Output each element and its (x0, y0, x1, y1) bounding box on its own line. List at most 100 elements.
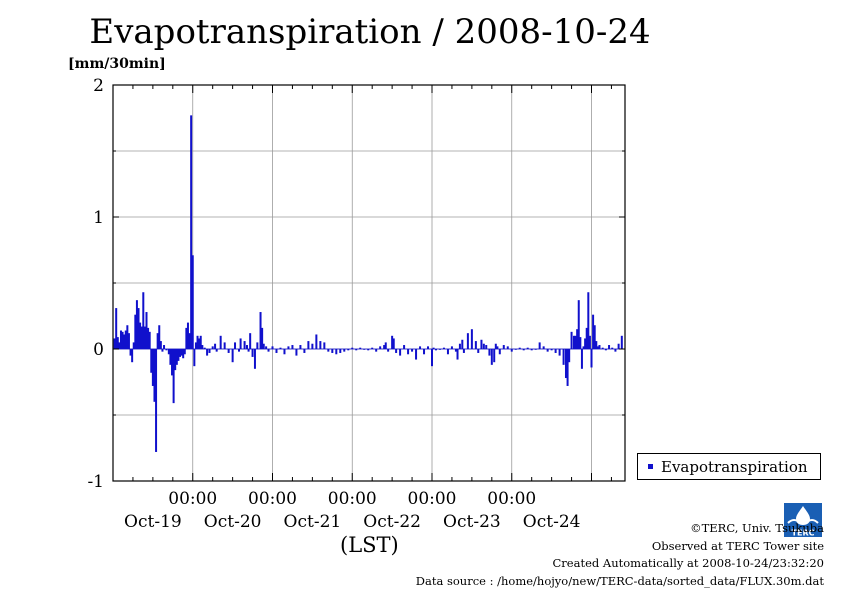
data-bar (161, 349, 164, 352)
data-bar (554, 349, 557, 353)
data-bar (115, 308, 118, 349)
data-bar (496, 346, 499, 349)
data-bar (558, 349, 561, 356)
data-bar (116, 337, 119, 349)
data-bar (598, 345, 601, 349)
data-bar (355, 349, 358, 351)
data-bar (415, 349, 418, 360)
data-bar (450, 346, 453, 349)
data-bar (482, 343, 485, 349)
created-text: Created Automatically at 2008-10-24/23:3… (552, 556, 825, 570)
data-bar (590, 349, 593, 368)
data-bar (245, 345, 248, 349)
data-bar (113, 338, 116, 349)
data-bar (169, 349, 172, 365)
data-bar (165, 349, 168, 351)
data-bar (474, 341, 477, 349)
y-tick-label: 2 (93, 76, 104, 96)
x-axis-label: (LST) (340, 533, 399, 557)
data-bar (215, 349, 218, 352)
data-bar (442, 347, 445, 349)
data-bar (208, 349, 211, 353)
data-bar (167, 349, 170, 355)
data-bar (572, 335, 575, 349)
y-tick-label: 1 (93, 208, 104, 228)
data-bar (175, 349, 178, 365)
data-bar (129, 349, 132, 356)
copyright-text: ©TERC, Univ. Tsukuba (690, 521, 824, 535)
data-bar (510, 349, 513, 352)
data-bar (259, 312, 262, 349)
data-bar (261, 327, 264, 349)
legend-label: Evapotranspiration (661, 457, 808, 476)
data-bar (251, 349, 254, 357)
chart-title: Evapotranspiration / 2008-10-24 (89, 12, 651, 52)
data-bar (319, 341, 322, 349)
data-bar (331, 349, 334, 353)
data-bar (291, 345, 294, 349)
data-bar (163, 345, 166, 349)
data-bar (323, 342, 326, 349)
data-bar (190, 115, 193, 349)
data-bar (423, 349, 426, 355)
data-bar (271, 346, 274, 349)
data-bar (570, 331, 573, 349)
data-bar (253, 349, 256, 369)
data-bar (283, 349, 286, 355)
data-bar (159, 341, 162, 349)
data-bar (564, 349, 567, 379)
data-bar (375, 349, 378, 352)
data-bar (566, 349, 569, 386)
data-bar (178, 349, 181, 357)
data-bar (477, 349, 480, 353)
data-bar (458, 343, 461, 349)
data-bar (427, 346, 430, 349)
data-bar (201, 345, 204, 349)
data-bar (446, 349, 449, 355)
data-bar (579, 337, 582, 349)
data-bar (196, 335, 199, 349)
data-bar (392, 338, 395, 349)
data-bar (219, 335, 222, 349)
data-bar (383, 345, 386, 349)
data-bar (530, 349, 533, 351)
data-bar (188, 333, 191, 349)
data-bar (171, 349, 174, 376)
data-bar (194, 342, 197, 349)
data-bar (256, 342, 259, 349)
data-bar (587, 292, 590, 349)
data-bar (480, 339, 483, 349)
data-bar (347, 349, 350, 351)
data-bar (604, 349, 607, 351)
data-bar (155, 349, 158, 452)
data-bar (620, 335, 623, 349)
terc-logo: TERC (784, 503, 822, 537)
data-bar (206, 349, 209, 356)
data-bar (546, 349, 549, 352)
x-day-label: Oct-24 (523, 512, 581, 532)
data-bar (611, 347, 614, 349)
data-bar (239, 338, 242, 349)
data-bar (127, 333, 130, 349)
data-bar (267, 349, 270, 352)
data-bar (584, 338, 587, 349)
data-bar (287, 346, 290, 349)
data-bar (466, 333, 469, 349)
data-bar (395, 349, 398, 353)
data-bar (223, 342, 226, 349)
y-tick-label: -1 (87, 472, 104, 492)
logo-text: TERC (792, 529, 815, 538)
x-day-label: Oct-20 (204, 512, 262, 532)
data-bar (124, 330, 127, 349)
data-bar (279, 347, 282, 349)
data-bar (343, 349, 346, 352)
data-bar (177, 349, 180, 361)
data-bar (542, 346, 545, 349)
data-bar (391, 335, 394, 349)
data-bar (593, 325, 596, 349)
data-bar (335, 349, 338, 355)
data-bar (462, 349, 465, 353)
data-bar (614, 349, 617, 352)
data-bar (203, 347, 206, 349)
